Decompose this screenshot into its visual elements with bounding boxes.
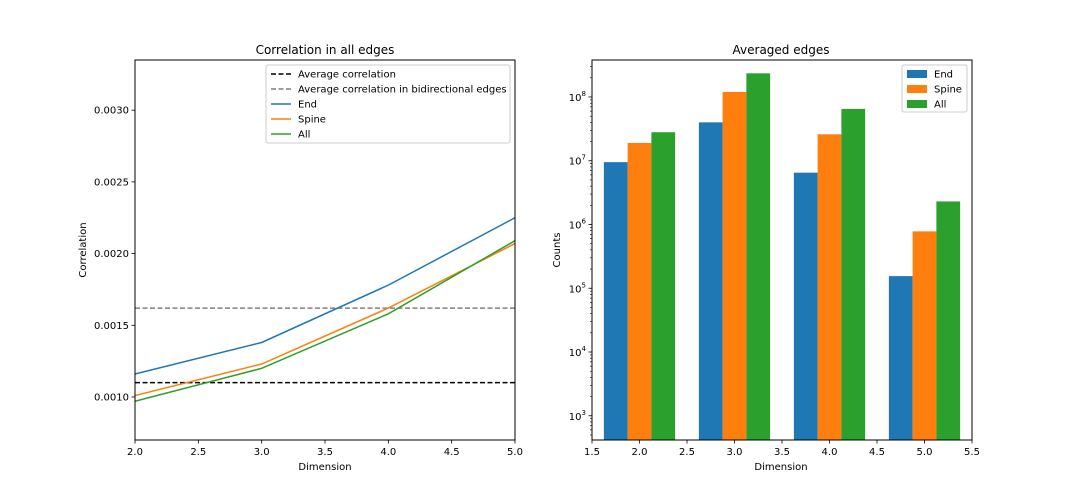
bar-all-2: [651, 132, 676, 440]
y-tick-label: 0.0030: [94, 106, 129, 117]
series-line-all: [134, 240, 516, 403]
bar-chart-plot-area: [603, 73, 961, 441]
bar-chart-x-axis-label: Dimension: [754, 462, 807, 473]
bar-chart-y-axis-label: Counts: [552, 233, 563, 268]
bar-all-5: [936, 201, 961, 440]
bar-chart: Averaged edges 1.5 2.0 2.5 3.0 3.5 4.0 4.5 5.0 5…: [552, 43, 980, 473]
bar-all-3: [746, 73, 771, 441]
line-chart: Correlation in all edges 2.0 2.5 3.0 3.5 4.0…: [78, 43, 523, 473]
line-chart-legend: Average correlation Average correlation i…: [265, 64, 511, 144]
y-tick-label: 104: [569, 345, 587, 359]
line-chart-y-axis-label: Correlation: [78, 222, 89, 277]
x-tick-label: 2.5: [190, 447, 206, 458]
y-tick-label: 103: [569, 409, 586, 423]
y-tick-label: 0.0020: [94, 249, 129, 260]
y-tick-label: 106: [569, 217, 587, 231]
bar-chart-x-ticks: 1.5 2.0 2.5 3.0 3.5 4.0 4.5 5.0 5.5: [584, 440, 980, 458]
x-tick-label: 2.0: [127, 447, 143, 458]
bar-end-4: [793, 172, 818, 440]
y-tick-label: 0.0010: [94, 392, 129, 403]
bar-all-4: [841, 108, 866, 441]
legend-label: All: [298, 130, 310, 141]
x-tick-label: 3.5: [774, 447, 790, 458]
x-tick-label: 5.0: [917, 447, 933, 458]
y-tick-base: 10: [569, 348, 582, 359]
bar-end-3: [698, 122, 723, 441]
line-chart-y-ticks: 0.0010 0.0015 0.0020 0.0025 0.0030: [94, 106, 135, 403]
y-tick-exponent: 4: [582, 345, 587, 353]
series-line-end: [134, 217, 516, 375]
x-tick-label: 4.0: [380, 447, 396, 458]
legend-swatch: [907, 100, 927, 108]
legend-swatch: [907, 85, 927, 93]
line-chart-x-axis-label: Dimension: [298, 462, 351, 473]
legend-label: Average correlation in bidirectional edg…: [298, 85, 507, 96]
legend-label: Average correlation: [298, 70, 396, 81]
bar-spine-2: [627, 142, 652, 440]
y-tick-label: 0.0025: [94, 177, 129, 188]
bar-spine-4: [817, 134, 842, 441]
bar-chart-title: Averaged edges: [733, 43, 830, 57]
legend-swatch: [907, 70, 927, 78]
y-tick-exponent: 8: [582, 90, 586, 98]
x-tick-label: 5.5: [964, 447, 980, 458]
y-tick-base: 10: [569, 220, 582, 231]
y-tick-label: 0.0015: [94, 321, 129, 332]
x-tick-label: 3.0: [254, 447, 270, 458]
x-tick-label: 3.5: [317, 447, 333, 458]
legend-label: End: [934, 70, 953, 81]
series-line-spine: [134, 242, 516, 397]
bar-end-5: [888, 276, 913, 440]
x-tick-label: 3.0: [727, 447, 743, 458]
line-chart-plot-area: [134, 217, 516, 403]
legend-label: Spine: [934, 85, 962, 96]
bar-chart-legend: End Spine All: [901, 64, 968, 113]
legend-label: End: [298, 100, 317, 111]
legend-box: [265, 64, 511, 144]
y-tick-exponent: 6: [582, 217, 587, 225]
y-tick-base: 10: [569, 284, 582, 295]
x-tick-label: 2.5: [679, 447, 695, 458]
y-tick-exponent: 3: [582, 409, 586, 417]
legend-label: Spine: [298, 115, 326, 126]
x-tick-label: 4.5: [869, 447, 885, 458]
y-tick-exponent: 7: [582, 154, 586, 162]
y-tick-label: 107: [569, 154, 586, 168]
x-tick-label: 4.0: [822, 447, 838, 458]
y-tick-base: 10: [569, 157, 582, 168]
y-tick-label: 108: [569, 90, 586, 104]
line-chart-title: Correlation in all edges: [256, 43, 395, 57]
y-tick-label: 105: [569, 281, 586, 295]
bar-spine-3: [722, 91, 747, 440]
legend-label: All: [934, 100, 946, 111]
x-tick-label: 2.0: [632, 447, 648, 458]
x-tick-label: 1.5: [584, 447, 600, 458]
line-chart-x-ticks: 2.0 2.5 3.0 3.5 4.0 4.5 5.0: [127, 440, 523, 458]
bar-end-2: [603, 162, 628, 440]
y-tick-exponent: 5: [582, 281, 586, 289]
y-tick-base: 10: [569, 412, 582, 423]
x-tick-label: 5.0: [507, 447, 523, 458]
x-tick-label: 4.5: [444, 447, 460, 458]
bar-spine-5: [912, 231, 937, 440]
y-tick-base: 10: [569, 93, 582, 104]
